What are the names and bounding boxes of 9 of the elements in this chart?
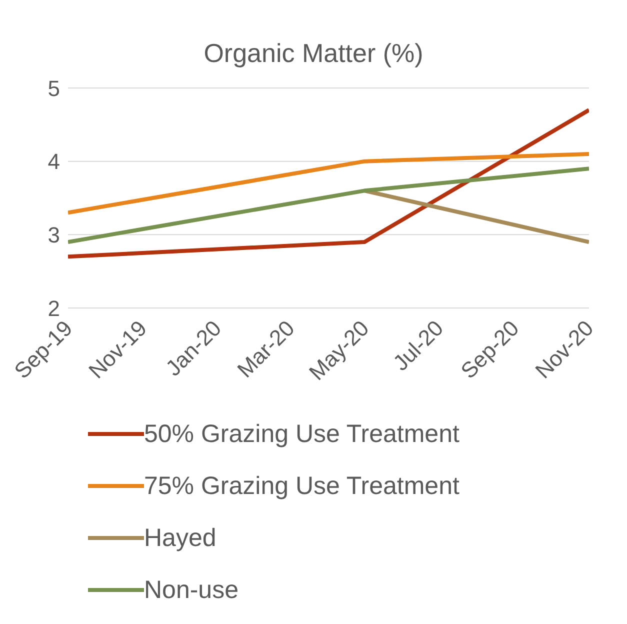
chart-title: Organic Matter (%) xyxy=(204,38,424,68)
y-tick-label: 4 xyxy=(48,149,60,174)
legend-label: Hayed xyxy=(144,524,216,552)
legend-label: 75% Grazing Use Treatment xyxy=(144,472,460,500)
y-tick-label: 2 xyxy=(48,296,60,321)
legend-label: Non-use xyxy=(144,576,238,604)
legend-label: 50% Grazing Use Treatment xyxy=(144,420,460,448)
y-tick-label: 5 xyxy=(48,76,60,101)
y-tick-label: 3 xyxy=(48,222,60,248)
